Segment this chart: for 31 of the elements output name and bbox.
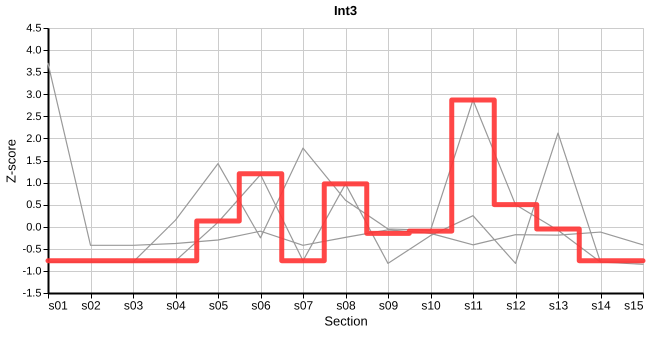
x-tick-label: s15 bbox=[624, 298, 644, 312]
x-tick-label: s10 bbox=[421, 298, 441, 312]
y-tick-label: 2.0 bbox=[26, 132, 42, 145]
y-tick-label: 2.5 bbox=[26, 110, 42, 123]
x-tick-label: s13 bbox=[548, 298, 568, 312]
y-tick-label: -1.0 bbox=[22, 265, 42, 278]
x-tick-label: s02 bbox=[81, 298, 101, 312]
y-axis-title: Z-score bbox=[4, 138, 19, 184]
x-tick-label: s14 bbox=[591, 298, 611, 312]
y-tick-label: 1.0 bbox=[26, 177, 42, 190]
x-tick-label: s09 bbox=[378, 298, 398, 312]
x-tick-label: s11 bbox=[464, 298, 484, 312]
y-tick-label: 4.0 bbox=[26, 44, 42, 57]
y-tick-label: 3.0 bbox=[26, 88, 42, 101]
x-tick-label: s12 bbox=[506, 298, 526, 312]
x-tick-label: s07 bbox=[294, 298, 314, 312]
x-axis-title: Section bbox=[324, 314, 368, 328]
x-tick-label: s05 bbox=[208, 298, 228, 312]
chart-title: Int3 bbox=[334, 3, 358, 18]
y-tick-label: 3.5 bbox=[26, 66, 42, 79]
y-tick-label: -1.5 bbox=[22, 288, 42, 300]
x-tick-label: s01 bbox=[48, 298, 68, 312]
x-tick-label: s03 bbox=[124, 298, 144, 312]
y-tick-label: -0.5 bbox=[22, 243, 42, 256]
y-tick-label: 0.0 bbox=[26, 221, 42, 234]
y-tick-label: 1.5 bbox=[26, 155, 42, 167]
y-tick-label: 0.5 bbox=[26, 199, 42, 212]
x-tick-label: s08 bbox=[336, 298, 356, 312]
y-tick-label: 4.5 bbox=[26, 22, 42, 34]
x-tick-label: s06 bbox=[251, 298, 271, 312]
x-tick-label: s04 bbox=[166, 298, 186, 312]
